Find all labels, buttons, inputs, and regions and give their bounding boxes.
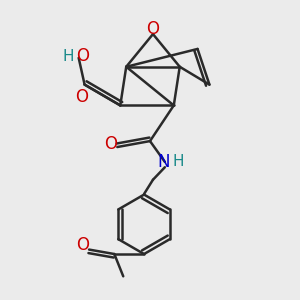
Text: O: O: [76, 236, 90, 254]
Text: O: O: [146, 20, 160, 38]
Text: H: H: [62, 49, 74, 64]
Text: H: H: [172, 154, 184, 169]
Text: N: N: [157, 153, 170, 171]
Text: O: O: [76, 47, 89, 65]
Text: O: O: [75, 88, 88, 106]
Text: O: O: [104, 135, 117, 153]
